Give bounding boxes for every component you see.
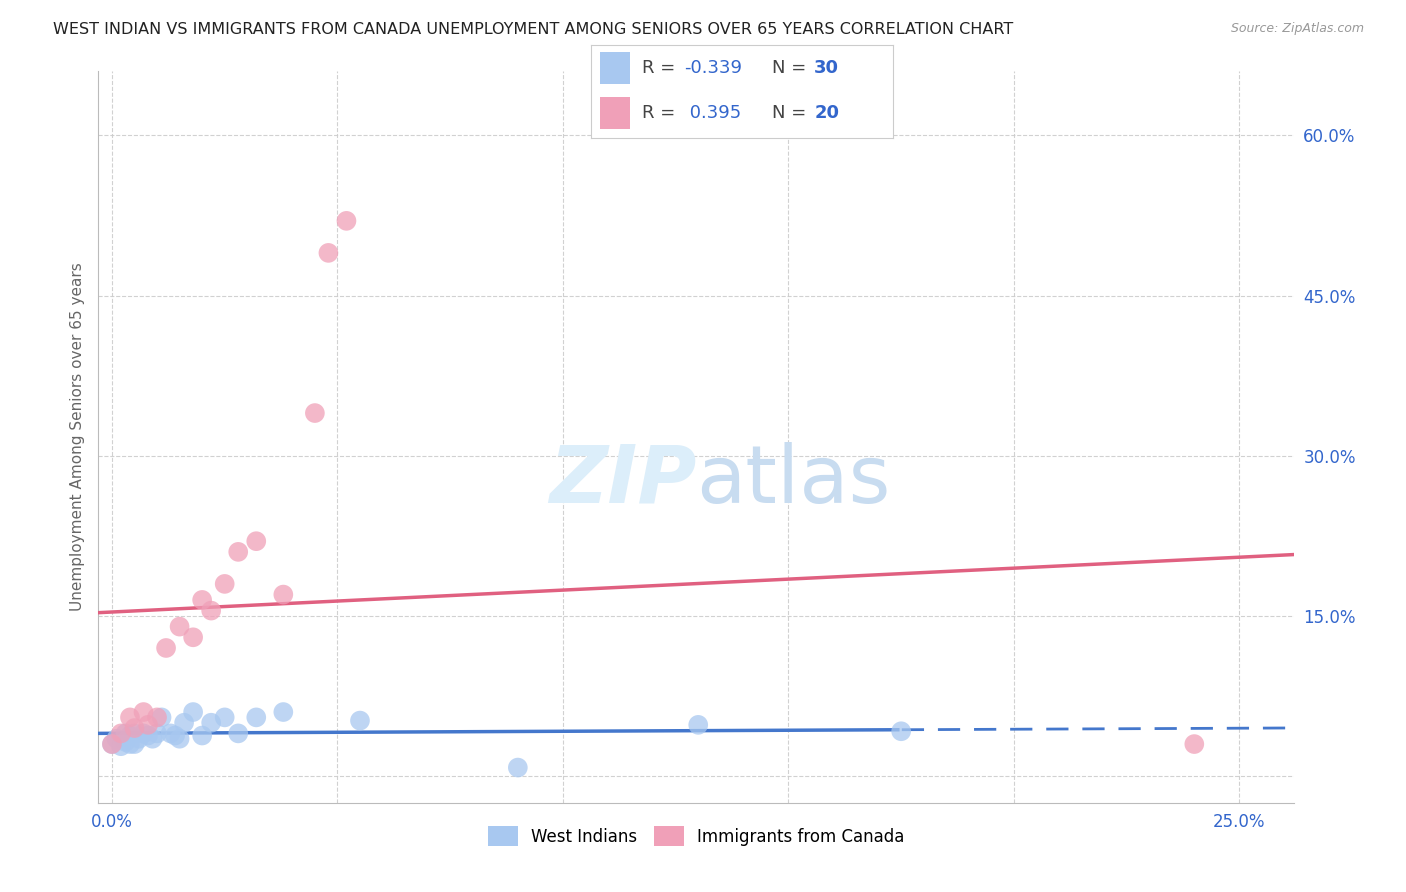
Text: -0.339: -0.339: [685, 59, 742, 77]
Point: [114, 726, 136, 740]
Point: [155, 640, 177, 655]
Point: [136, 718, 159, 732]
Text: ZIP: ZIP: [548, 442, 696, 520]
Point: [688, 718, 710, 732]
Point: [110, 739, 132, 754]
Legend: West Indians, Immigrants from Canada: West Indians, Immigrants from Canada: [481, 820, 911, 853]
Point: [200, 604, 222, 618]
Point: [124, 737, 146, 751]
Point: [101, 737, 124, 751]
Text: 30: 30: [814, 59, 839, 77]
Point: [118, 737, 141, 751]
Point: [146, 726, 169, 740]
Point: [273, 588, 295, 602]
Point: [132, 726, 155, 740]
Point: [506, 760, 529, 774]
Point: [191, 593, 214, 607]
Point: [105, 731, 128, 746]
Point: [890, 724, 912, 739]
Point: [318, 246, 340, 260]
Point: [245, 534, 267, 549]
Point: [169, 731, 191, 746]
Point: [200, 715, 222, 730]
Point: [118, 710, 141, 724]
Point: [1182, 737, 1205, 751]
Point: [150, 710, 173, 724]
Text: R =: R =: [643, 104, 681, 122]
Point: [226, 726, 249, 740]
Point: [118, 729, 141, 743]
Point: [132, 705, 155, 719]
Point: [191, 729, 214, 743]
Point: [349, 714, 371, 728]
Point: [136, 729, 159, 743]
Text: N =: N =: [772, 59, 811, 77]
Text: 0.395: 0.395: [685, 104, 741, 122]
Text: WEST INDIAN VS IMMIGRANTS FROM CANADA UNEMPLOYMENT AMONG SENIORS OVER 65 YEARS C: WEST INDIAN VS IMMIGRANTS FROM CANADA UN…: [53, 22, 1014, 37]
Point: [245, 710, 267, 724]
Point: [214, 710, 236, 724]
Text: atlas: atlas: [696, 442, 890, 520]
Point: [124, 726, 146, 740]
Point: [335, 214, 357, 228]
Point: [141, 731, 163, 746]
Bar: [599, 97, 630, 129]
Point: [128, 731, 150, 746]
Point: [159, 726, 181, 740]
Point: [304, 406, 326, 420]
Text: R =: R =: [643, 59, 681, 77]
Point: [110, 726, 132, 740]
Point: [114, 735, 136, 749]
Point: [173, 715, 195, 730]
Point: [169, 619, 191, 633]
Point: [181, 705, 204, 719]
Point: [214, 577, 236, 591]
Text: Source: ZipAtlas.com: Source: ZipAtlas.com: [1230, 22, 1364, 36]
Text: 20: 20: [814, 104, 839, 122]
Point: [181, 630, 204, 644]
Y-axis label: Unemployment Among Seniors over 65 years: Unemployment Among Seniors over 65 years: [69, 263, 84, 611]
Point: [273, 705, 295, 719]
Point: [146, 710, 169, 724]
Text: N =: N =: [772, 104, 811, 122]
Point: [226, 545, 249, 559]
Point: [124, 721, 146, 735]
Point: [101, 737, 124, 751]
Point: [165, 729, 187, 743]
Bar: [599, 52, 630, 84]
